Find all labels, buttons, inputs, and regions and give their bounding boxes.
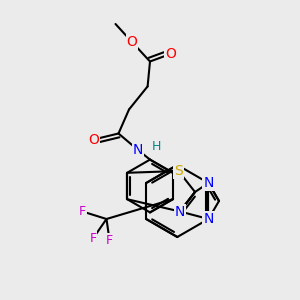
Text: F: F [106,233,113,247]
Text: O: O [88,133,99,146]
Text: N: N [175,205,185,218]
Text: S: S [174,164,183,178]
Text: H: H [152,140,161,154]
Text: N: N [133,143,143,157]
Text: F: F [89,232,97,245]
Text: N: N [203,212,214,226]
Text: N: N [203,176,214,190]
Text: O: O [165,47,176,61]
Text: O: O [127,35,137,49]
Text: F: F [79,205,86,218]
